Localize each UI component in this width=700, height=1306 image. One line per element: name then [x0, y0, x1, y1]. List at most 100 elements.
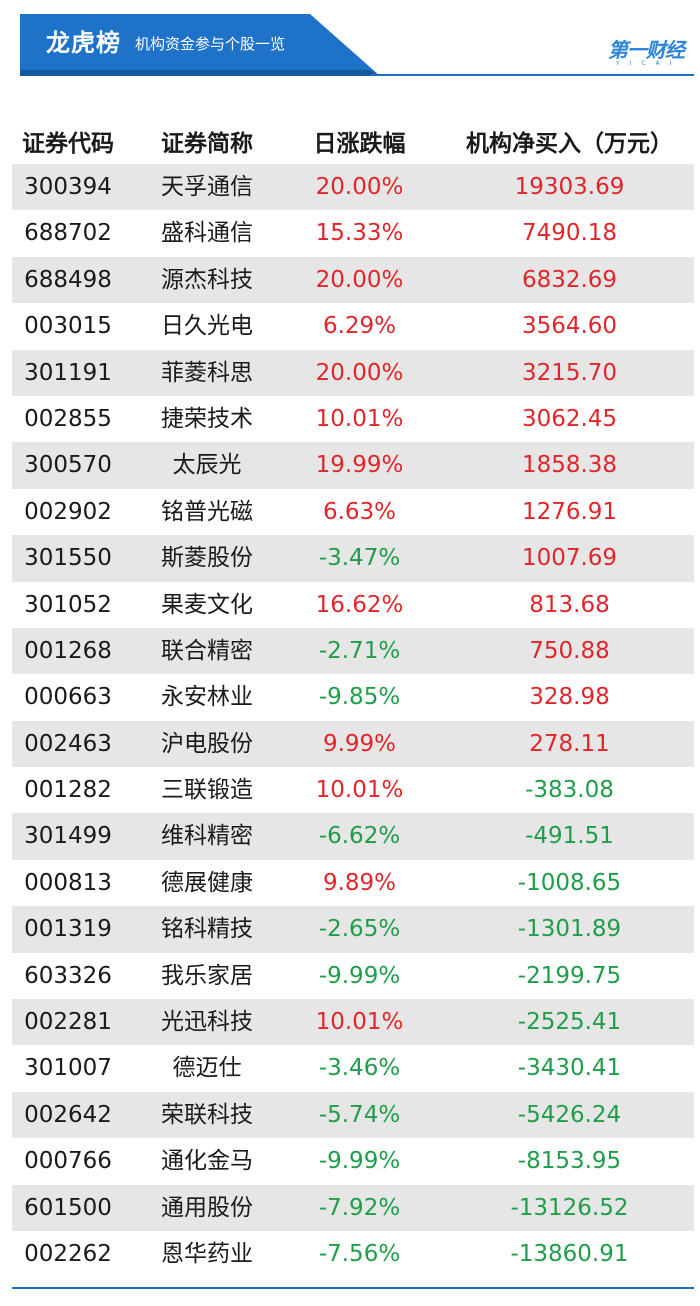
table-row: 301499 维科精密 -6.62% -491.51	[12, 813, 694, 860]
cell-change: -3.46%	[318, 1055, 401, 1082]
page-subtitle: 机构资金参与个股一览	[135, 35, 286, 53]
cell-code: 301052	[24, 591, 112, 618]
cell-code: 601500	[24, 1194, 112, 1221]
cell-code: 301550	[24, 545, 112, 572]
cell-change: -2.71%	[318, 637, 401, 664]
table-row: 001282 三联锻造 10.01% -383.08	[12, 767, 694, 813]
table-row: 603326 我乐家居 -9.99% -2199.75	[12, 953, 694, 999]
table-row: 301191 菲菱科思 20.00% 3215.70	[12, 349, 694, 396]
table-row: 002642 荣联科技 -5.74% -5426.24	[12, 1091, 694, 1139]
table-row: 002902 铭普光磁 6.63% 1276.91	[12, 489, 694, 535]
cell-name: 天孚通信	[161, 174, 253, 200]
cell-code: 000766	[24, 1148, 112, 1175]
table-header: 证券代码 证券简称 日涨跌幅 机构净买入（万元）	[12, 124, 694, 164]
cell-code: 301191	[24, 359, 112, 386]
cell-code: 603326	[24, 962, 112, 989]
cell-name: 捷荣技术	[161, 405, 253, 432]
cell-name: 太辰光	[172, 452, 242, 479]
cell-net-buy: -5426.24	[517, 1101, 622, 1128]
cell-code: 300394	[24, 174, 112, 200]
banner-shape	[20, 14, 380, 76]
table-row: 301007 德迈仕 -3.46% -3430.41	[12, 1045, 694, 1091]
table-row: 001268 联合精密 -2.71% 750.88	[12, 627, 694, 675]
cell-name: 沪电股份	[161, 730, 253, 757]
table-row: 300570 太辰光 19.99% 1858.38	[12, 442, 694, 489]
cell-code: 688498	[24, 266, 112, 293]
cell-net-buy: -13860.91	[510, 1240, 629, 1267]
cell-name: 荣联科技	[161, 1101, 253, 1128]
table-row: 001319 铭科精技 -2.65% -1301.89	[12, 906, 694, 953]
header-banner: 龙虎榜 机构资金参与个股一览	[20, 14, 380, 76]
institution-table: 证券代码 证券简称 日涨跌幅 机构净买入（万元） 300394 天孚通信 20.00…	[12, 124, 694, 1277]
cell-net-buy: 6832.69	[521, 266, 618, 293]
cell-name: 光迅科技	[161, 1009, 253, 1036]
table-row: 000663 永安林业 -9.85% 328.98	[12, 674, 694, 720]
cell-code: 001268	[24, 637, 112, 664]
cell-net-buy: 1858.38	[521, 452, 618, 479]
table-row: 000813 德展健康 9.89% -1008.65	[12, 860, 694, 906]
cell-code: 002642	[24, 1101, 112, 1128]
cell-change: -5.74%	[318, 1101, 401, 1128]
cell-name: 源杰科技	[161, 266, 253, 293]
cell-change: 6.29%	[322, 313, 397, 340]
cell-net-buy: 328.98	[529, 684, 610, 711]
table-row: 003015 日久光电 6.29% 3564.60	[12, 303, 694, 349]
cell-code: 000663	[24, 684, 112, 711]
cell-code: 001282	[24, 777, 112, 804]
cell-code: 000813	[24, 869, 112, 896]
table-row: 002262 恩华药业 -7.56% -13860.91	[12, 1231, 694, 1277]
logo-text: 第一财经	[608, 38, 685, 62]
cell-change: -9.99%	[318, 962, 401, 989]
cell-name: 联合精密	[161, 637, 253, 664]
cell-net-buy: -491.51	[525, 823, 614, 850]
cell-code: 002281	[24, 1009, 112, 1036]
table-row: 301550 斯菱股份 -3.47% 1007.69	[12, 535, 694, 582]
cell-net-buy: 7490.18	[521, 220, 618, 247]
cell-net-buy: 3564.60	[521, 313, 618, 340]
page-title: 龙虎榜	[46, 29, 121, 57]
cell-code: 688702	[24, 220, 112, 247]
cell-code: 001319	[24, 916, 112, 943]
cell-name: 通用股份	[161, 1194, 253, 1221]
table-row: 002281 光迅科技 10.01% -2525.41	[12, 999, 694, 1046]
header-divider	[370, 74, 694, 76]
cell-name: 铭普光磁	[161, 498, 253, 525]
cell-change: -9.99%	[318, 1148, 401, 1175]
cell-change: 9.89%	[322, 869, 397, 896]
cell-change: -6.62%	[318, 823, 401, 850]
cell-name: 通化金马	[161, 1148, 253, 1175]
cell-name: 维科精密	[161, 823, 253, 850]
cell-change: 20.00%	[315, 359, 404, 386]
cell-name: 铭科精技	[161, 916, 253, 943]
cell-change: 20.00%	[315, 174, 404, 200]
cell-name: 永安林业	[161, 684, 253, 711]
cell-net-buy: 1276.91	[521, 498, 618, 525]
cell-name: 斯菱股份	[161, 545, 253, 572]
table-row: 601500 通用股份 -7.92% -13126.52	[12, 1184, 694, 1231]
cell-change: 9.99%	[322, 730, 397, 757]
table-body: 300394 天孚通信 20.00% 19303.69 688702 盛科通信 15.33%…	[12, 164, 694, 1277]
header-code: 证券代码	[22, 131, 114, 157]
cell-name: 恩华药业	[161, 1240, 253, 1267]
cell-change: -9.85%	[318, 684, 401, 711]
header-change: 日涨跌幅	[313, 131, 406, 157]
cell-code: 002902	[24, 498, 112, 525]
cell-code: 301007	[24, 1055, 112, 1082]
cell-change: 10.01%	[315, 777, 404, 804]
cell-net-buy: 1007.69	[521, 545, 618, 572]
cell-change: -7.92%	[318, 1194, 401, 1221]
header-name: 证券简称	[161, 131, 253, 157]
cell-change: 10.01%	[315, 405, 404, 432]
cell-net-buy: -13126.52	[510, 1194, 629, 1221]
logo-subtext: YICAI	[616, 60, 682, 67]
cell-change: 15.33%	[315, 220, 404, 247]
table-row: 002855 捷荣技术 10.01% 3062.45	[12, 396, 694, 442]
cell-net-buy: -1301.89	[517, 916, 622, 943]
brand-logo: 第一财经 YICAI	[608, 34, 696, 72]
cell-change: 10.01%	[315, 1009, 404, 1036]
header-net-buy: 机构净买入（万元）	[466, 131, 673, 157]
cell-net-buy: -3430.41	[517, 1055, 622, 1082]
cell-net-buy: 19303.69	[514, 174, 625, 200]
cell-change: -2.65%	[318, 916, 401, 943]
cell-name: 菲菱科思	[161, 359, 253, 386]
